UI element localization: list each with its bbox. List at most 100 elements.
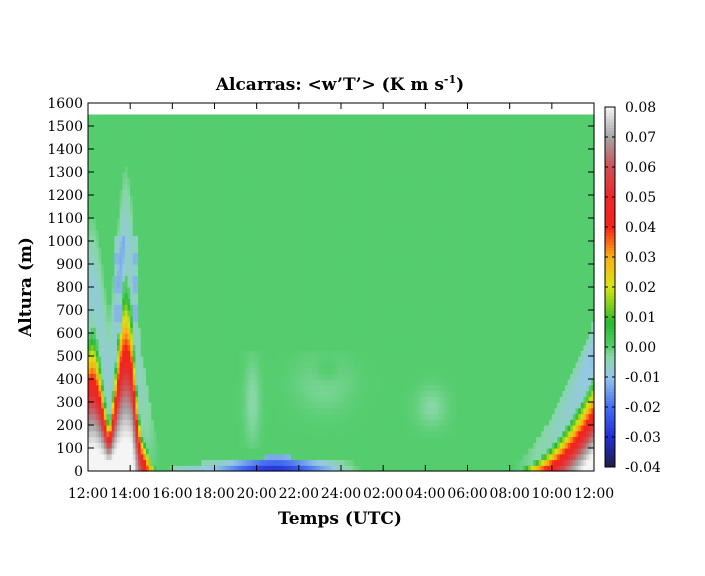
heatmap-cell	[230, 436, 234, 443]
heatmap-cell	[209, 333, 213, 340]
heatmap-cell	[277, 131, 281, 139]
heatmap-cell	[159, 448, 163, 455]
heatmap-cell	[135, 379, 139, 386]
heatmap-cell	[235, 143, 239, 150]
heatmap-cell	[164, 223, 168, 231]
heatmap-cell	[145, 310, 150, 317]
heatmap-cell	[138, 126, 142, 133]
heatmap-cell	[283, 419, 287, 426]
heatmap-cell	[227, 384, 231, 392]
heatmap-cell	[148, 275, 152, 282]
heatmap-cell	[143, 269, 147, 277]
heatmap-cell	[188, 361, 192, 369]
heatmap-cell	[240, 183, 245, 190]
heatmap-cell	[275, 218, 279, 225]
heatmap-cell	[269, 235, 274, 242]
heatmap-cell	[185, 298, 189, 305]
heatmap-cell	[180, 229, 184, 236]
heatmap-cell	[167, 195, 171, 202]
heatmap-cell	[296, 241, 300, 248]
heatmap-cell	[106, 419, 110, 426]
heatmap-cell	[127, 223, 131, 231]
heatmap-cell	[206, 453, 210, 461]
heatmap-cell	[153, 315, 158, 323]
heatmap-cell	[272, 120, 276, 127]
heatmap-cell	[296, 264, 300, 271]
heatmap-cell	[256, 120, 260, 127]
heatmap-cell	[288, 177, 292, 185]
heatmap-cell	[214, 390, 218, 397]
heatmap-cell	[254, 396, 258, 403]
heatmap-cell	[148, 356, 152, 363]
heatmap-cell	[246, 304, 250, 311]
heatmap-cell	[196, 183, 200, 190]
heatmap-cell	[95, 459, 100, 466]
heatmap-cell	[106, 298, 110, 305]
heatmap-cell	[201, 338, 205, 346]
heatmap-cell	[167, 338, 171, 346]
heatmap-cell	[114, 350, 118, 357]
heatmap-cell	[296, 189, 300, 196]
heatmap-cell	[217, 218, 221, 225]
heatmap-cell	[156, 338, 160, 346]
heatmap-cell	[90, 287, 94, 294]
heatmap-cell	[230, 356, 234, 363]
heatmap-cell	[132, 442, 137, 449]
heatmap-cell	[188, 407, 192, 415]
heatmap-cell	[280, 379, 284, 386]
heatmap-cell	[238, 177, 242, 185]
heatmap-cell	[127, 292, 131, 300]
heatmap-cell	[130, 200, 134, 208]
heatmap-cell	[119, 166, 123, 173]
heatmap-cell	[116, 327, 121, 334]
heatmap-cell	[172, 310, 176, 317]
heatmap-cell	[238, 229, 242, 236]
heatmap-cell	[261, 453, 266, 461]
heatmap-cell	[283, 459, 287, 466]
heatmap-cell	[103, 310, 108, 317]
heatmap-cell	[267, 298, 271, 305]
heatmap-cell	[198, 465, 202, 472]
heatmap-cell	[119, 425, 123, 432]
heatmap-cell	[240, 200, 245, 208]
heatmap-cell	[203, 425, 208, 432]
heatmap-cell	[211, 131, 216, 139]
heatmap-cell	[95, 413, 100, 420]
heatmap-cell	[95, 275, 100, 282]
heatmap-cell	[259, 114, 263, 121]
heatmap-cell	[206, 298, 210, 305]
heatmap-cell	[93, 137, 97, 144]
heatmap-cell	[122, 264, 126, 271]
heatmap-cell	[235, 419, 239, 426]
heatmap-cell	[288, 361, 292, 369]
heatmap-cell	[240, 269, 245, 277]
heatmap-cell	[122, 149, 126, 156]
heatmap-cell	[140, 177, 144, 185]
heatmap-cell	[214, 160, 218, 167]
heatmap-cell	[167, 166, 171, 173]
heatmap-cell	[277, 390, 281, 397]
heatmap-cell	[275, 436, 279, 443]
heatmap-cell	[240, 425, 245, 432]
heatmap-cell	[240, 172, 245, 179]
heatmap-cell	[182, 241, 187, 248]
heatmap-cell	[145, 120, 150, 127]
heatmap-cell	[124, 390, 129, 397]
heatmap-cell	[174, 235, 179, 242]
heatmap-cell	[196, 281, 200, 288]
heatmap-cell	[214, 402, 218, 409]
heatmap-cell	[277, 275, 281, 282]
heatmap-cell	[182, 287, 187, 294]
heatmap-cell	[272, 292, 276, 300]
heatmap-cell	[122, 430, 126, 438]
heatmap-cell	[180, 402, 184, 409]
heatmap-cell	[240, 356, 245, 363]
heatmap-cell	[272, 126, 276, 133]
heatmap-cell	[93, 453, 97, 461]
heatmap-cell	[201, 223, 205, 231]
heatmap-cell	[190, 304, 195, 311]
heatmap-cell	[225, 413, 229, 420]
heatmap-cell	[98, 258, 102, 265]
heatmap-cell	[124, 327, 129, 334]
heatmap-cell	[106, 275, 110, 282]
